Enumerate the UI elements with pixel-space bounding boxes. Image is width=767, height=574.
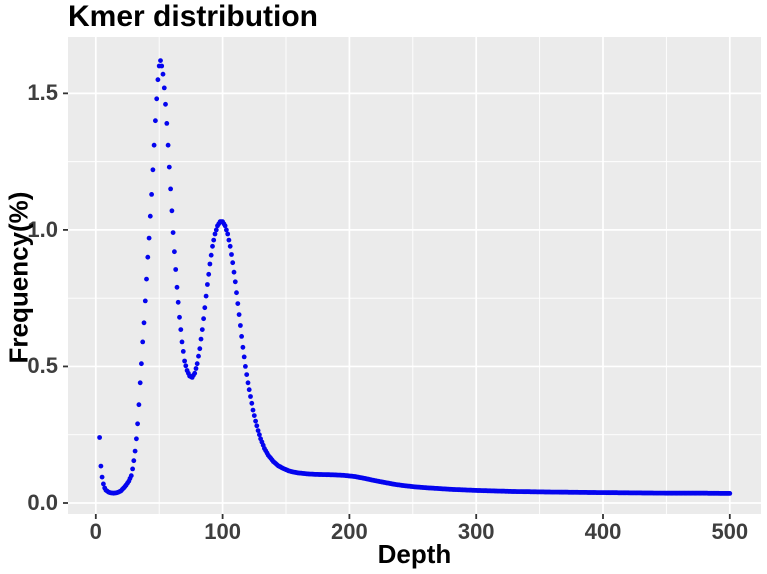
x-tick-label-400: 400 <box>584 519 622 544</box>
axis-tick-marks <box>63 92 731 519</box>
x-tick-label-300: 300 <box>457 519 495 544</box>
x-tick-label-200: 200 <box>331 519 368 544</box>
y-tick-label-0.0: 0.0 <box>27 490 58 515</box>
chart-title: Kmer distribution <box>68 0 319 33</box>
minor-gridlines <box>68 37 761 514</box>
x-tick-label-100: 100 <box>204 519 241 544</box>
y-tick-label-1.5: 1.5 <box>27 80 58 106</box>
x-tick-label-500: 500 <box>711 519 749 544</box>
plot-panel <box>68 37 761 514</box>
y-tick-label-1.0: 1.0 <box>27 216 58 242</box>
x-axis-title: Depth <box>377 539 452 569</box>
data-points <box>97 58 733 496</box>
x-tick-label-0: 0 <box>89 519 102 544</box>
y-tick-label-0.5: 0.5 <box>27 353 58 379</box>
y-axis-title: Frequency(%) <box>3 191 34 364</box>
